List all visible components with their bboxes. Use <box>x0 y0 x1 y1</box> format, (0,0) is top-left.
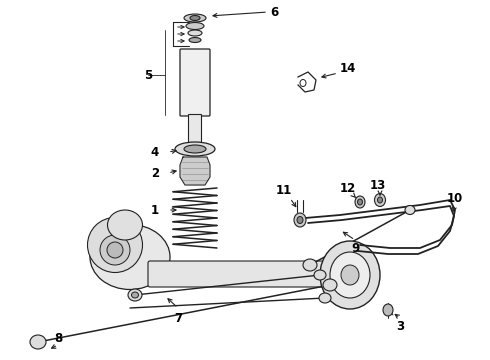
Polygon shape <box>180 157 210 185</box>
Text: 4: 4 <box>151 145 159 158</box>
Ellipse shape <box>88 217 143 273</box>
Text: 1: 1 <box>151 203 159 216</box>
Ellipse shape <box>374 194 386 207</box>
Ellipse shape <box>314 270 326 280</box>
Ellipse shape <box>131 292 139 298</box>
Ellipse shape <box>330 252 370 298</box>
Ellipse shape <box>107 242 123 258</box>
Ellipse shape <box>341 265 359 285</box>
Ellipse shape <box>100 235 130 265</box>
Text: 7: 7 <box>174 311 182 324</box>
Ellipse shape <box>355 196 365 208</box>
Text: 2: 2 <box>151 166 159 180</box>
Ellipse shape <box>405 206 415 215</box>
Ellipse shape <box>383 304 393 316</box>
Ellipse shape <box>377 197 383 203</box>
Ellipse shape <box>358 199 363 205</box>
Ellipse shape <box>297 216 303 224</box>
Ellipse shape <box>186 22 204 30</box>
Ellipse shape <box>188 30 202 36</box>
Text: 10: 10 <box>447 192 463 204</box>
Ellipse shape <box>303 259 317 271</box>
Ellipse shape <box>323 279 337 291</box>
Text: 12: 12 <box>340 181 356 194</box>
Text: 14: 14 <box>340 62 356 75</box>
Ellipse shape <box>319 293 331 303</box>
Ellipse shape <box>128 289 142 301</box>
Ellipse shape <box>184 14 206 22</box>
Ellipse shape <box>294 213 306 227</box>
Text: 8: 8 <box>54 332 62 345</box>
Text: 11: 11 <box>276 184 292 197</box>
Text: 5: 5 <box>144 68 152 81</box>
Text: 13: 13 <box>370 179 386 192</box>
Ellipse shape <box>189 37 201 42</box>
FancyBboxPatch shape <box>180 49 210 116</box>
Ellipse shape <box>190 15 200 21</box>
Ellipse shape <box>320 241 380 309</box>
Ellipse shape <box>90 225 170 289</box>
Text: 6: 6 <box>270 5 278 18</box>
Ellipse shape <box>30 335 46 349</box>
Ellipse shape <box>107 210 143 240</box>
Ellipse shape <box>184 145 206 153</box>
Text: 3: 3 <box>396 320 404 333</box>
FancyBboxPatch shape <box>189 114 201 145</box>
Text: 9: 9 <box>351 242 359 255</box>
FancyBboxPatch shape <box>148 261 352 287</box>
Ellipse shape <box>175 142 215 156</box>
